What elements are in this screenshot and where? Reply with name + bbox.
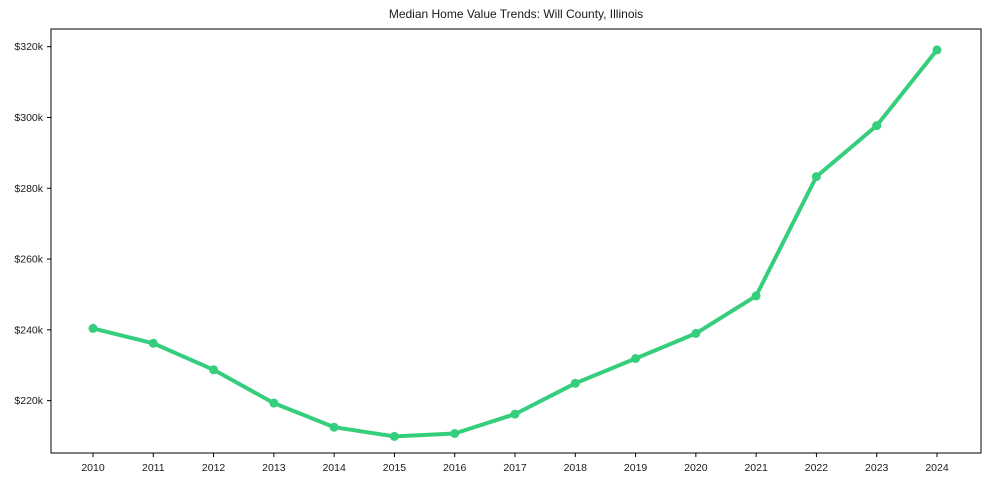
data-point-2021 [751, 291, 761, 301]
data-point-2023 [872, 121, 882, 131]
x-axis-tick-label: 2024 [925, 462, 949, 474]
trend-line [91, 47, 939, 439]
data-point-2015 [389, 431, 399, 441]
data-point-2012 [209, 365, 219, 375]
x-axis-tick-label: 2011 [142, 462, 165, 474]
x-axis-tick-label: 2010 [81, 462, 105, 474]
data-point-2024 [932, 45, 942, 55]
chart-title: Median Home Value Trends: Will County, I… [388, 7, 644, 21]
y-axis-tick-label: $280k [14, 183, 43, 195]
data-point-2017 [510, 409, 520, 419]
data-point-2019 [631, 354, 641, 363]
axes-frame [50, 28, 982, 454]
x-axis-tick-label: 2022 [805, 462, 829, 474]
data-point-2014 [329, 422, 339, 432]
data-point-2016 [450, 429, 460, 438]
x-axis-tick-label: 2023 [865, 462, 889, 474]
x-axis-tick-label: 2017 [503, 462, 527, 474]
y-axis-tick-label: $240k [14, 324, 43, 336]
x-axis-tick-label: 2014 [322, 462, 346, 474]
data-point-2011 [148, 338, 158, 348]
data-point-2020 [691, 328, 701, 338]
x-axis-tick-label: 2021 [744, 462, 768, 474]
x-axis-tick-label: 2015 [383, 462, 407, 474]
x-axis-tick-label: 2018 [564, 462, 588, 474]
data-point-2010 [88, 323, 98, 333]
data-point-2013 [269, 398, 279, 408]
x-axis-tick-label: 2016 [443, 462, 467, 474]
x-axis-tick-label: 2013 [262, 462, 286, 474]
x-axis-tick-label: 2019 [624, 462, 648, 474]
y-axis-tick-label: $260k [14, 254, 43, 266]
y-axis-tick-label: $300k [14, 112, 43, 124]
x-axis-tick-label: 2012 [202, 462, 226, 474]
y-axis-tick-label: $320k [14, 41, 43, 53]
y-axis-tick-label: $220k [14, 395, 43, 407]
data-point-2018 [570, 378, 580, 388]
x-axis-tick-label: 2020 [684, 462, 708, 474]
data-point-2022 [811, 172, 821, 182]
